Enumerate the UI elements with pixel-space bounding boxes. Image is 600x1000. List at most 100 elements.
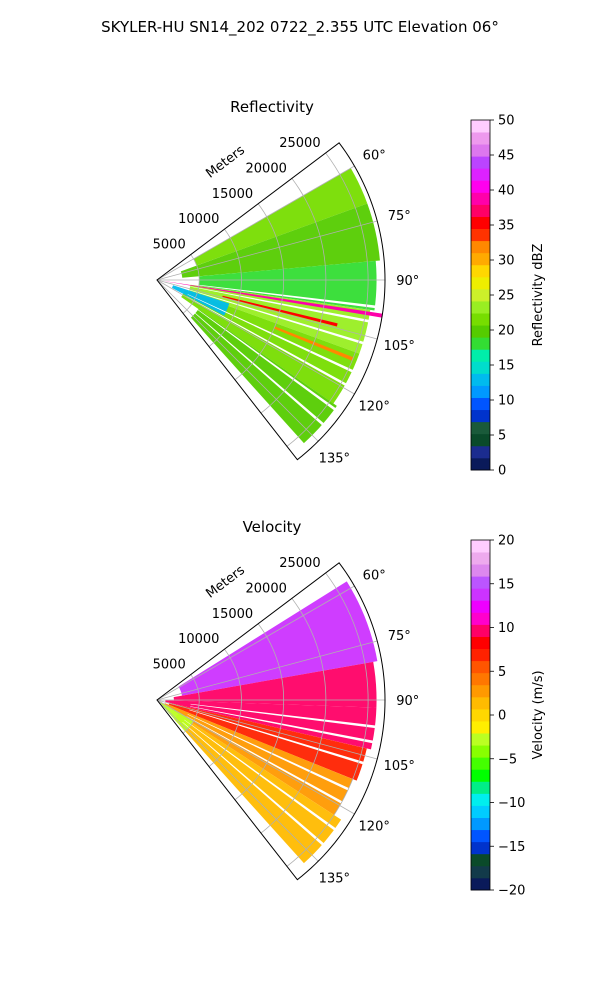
reflectivity-echo-sector-0 (193, 168, 368, 266)
reflectivity-colorbar-swatch (471, 325, 490, 338)
reflectivity-strong-ray-0 (165, 281, 383, 318)
reflectivity-title: Reflectivity (230, 98, 314, 116)
reflectivity-colorbar-swatch (471, 204, 490, 217)
velocity-azimuth-line-5 (156, 699, 319, 862)
velocity-azimuth-line-4 (156, 699, 355, 815)
velocity-colorbar-swatch (471, 636, 490, 650)
reflectivity-echo-sector-3 (188, 284, 371, 354)
velocity-colorbar-swatch (471, 877, 490, 891)
velocity-colorbar-tick-label: −5 (498, 752, 517, 767)
reflectivity-gap-ray-2 (189, 289, 376, 348)
velocity-title: Velocity (243, 518, 302, 536)
reflectivity-azimuth-line-3 (156, 279, 378, 340)
reflectivity-colorbar-swatch (471, 397, 490, 411)
reflectivity-colorbar-swatch (471, 349, 490, 362)
velocity-colorbar-swatch (471, 733, 490, 746)
reflectivity-range-tick-label: 5000 (153, 238, 186, 253)
reflectivity-azimuth-line-0 (156, 165, 355, 281)
velocity-colorbar-tick-label: −15 (498, 840, 525, 855)
reflectivity-colorbar-tick-label: 15 (498, 359, 515, 374)
velocity-azimuth-tick-label: 60° (363, 569, 386, 584)
reflectivity-colorbar-swatch (471, 216, 490, 230)
velocity-colorbar-swatch (471, 708, 490, 722)
velocity-colorbar: −20 −15 −10 −5 0 5 10 15 20 Velocity (m/s) (470, 534, 546, 899)
velocity-colorbar-swatch (471, 817, 490, 831)
reflectivity-azimuth-tick-label: 90° (396, 274, 419, 289)
reflectivity-echo-sector-5 (190, 309, 337, 444)
velocity-azimuth-line-3 (156, 699, 378, 760)
velocity-colorbar-tick-label: 5 (498, 665, 506, 680)
reflectivity-colorbar-tick-label: 25 (498, 289, 515, 304)
velocity-radial-axis-label: Meters (203, 563, 248, 602)
velocity-colorbar-tick-label: 10 (498, 621, 515, 636)
figure-title: SKYLER-HU SN14_202 0722_2.355 UTC Elevat… (101, 18, 499, 37)
reflectivity-colorbar-swatch (471, 313, 490, 326)
reflectivity-range-ring-2 (234, 203, 285, 381)
reflectivity-colorbar-tick-label: 45 (498, 149, 515, 164)
velocity-echo-sector-0 (178, 581, 378, 696)
velocity-colorbar-swatch (471, 612, 490, 625)
reflectivity-colorbar-tick-label: 0 (498, 464, 506, 479)
velocity-range-ring-1 (208, 648, 242, 767)
reflectivity-azimuth-tick-label: 135° (319, 451, 350, 466)
velocity-range-ring-0 (182, 674, 200, 734)
reflectivity-azimuth-line-4 (156, 279, 355, 395)
velocity-colorbar-swatch (471, 721, 490, 734)
velocity-range-tick-label: 5000 (153, 658, 186, 673)
reflectivity-panel: Reflectivity 5000 10000 15000 20000 25000 Mete… (153, 98, 546, 479)
velocity-colorbar-swatch (471, 648, 490, 662)
reflectivity-colorbar-swatch (471, 337, 490, 350)
velocity-colorbar-swatch (471, 540, 490, 553)
velocity-colorbar-swatch (471, 793, 490, 806)
reflectivity-colorbar: 0 5 10 15 20 25 30 35 40 45 50 Reflectivity dBZ (470, 114, 546, 479)
velocity-colorbar-swatch (471, 745, 490, 758)
reflectivity-colorbar-swatch (471, 192, 490, 205)
velocity-range-tick-label: 15000 (212, 607, 253, 622)
reflectivity-colorbar-tick-label: 5 (498, 429, 506, 444)
velocity-gap-ray-0 (190, 703, 384, 730)
velocity-colorbar-label: Velocity (m/s) (531, 670, 546, 759)
reflectivity-echo-sector-2 (198, 260, 377, 311)
velocity-colorbar-swatch (471, 564, 490, 577)
reflectivity-gap-ray-5 (184, 299, 343, 416)
reflectivity-range-ring-1 (208, 228, 242, 347)
reflectivity-colorbar-swatch (471, 361, 490, 374)
velocity-colorbar-swatch (471, 684, 490, 698)
velocity-colorbar-tick-label: −20 (498, 884, 525, 899)
reflectivity-azimuth-tick-label: 60° (363, 149, 386, 164)
velocity-colorbar-swatch (471, 624, 490, 637)
velocity-gap-ray-3 (187, 714, 365, 798)
reflectivity-gap-ray-3 (187, 294, 365, 378)
velocity-range-ring-2 (234, 623, 285, 801)
reflectivity-colorbar-swatch (471, 144, 490, 157)
velocity-colorbar-swatch (471, 600, 490, 613)
reflectivity-colorbar-tick-label: 30 (498, 254, 515, 269)
reflectivity-colorbar-swatch (471, 120, 490, 133)
reflectivity-range-tick-label: 15000 (212, 187, 253, 202)
reflectivity-colorbar-swatch (471, 132, 490, 145)
reflectivity-colorbar-swatch (471, 276, 490, 290)
velocity-colorbar-swatch (471, 588, 490, 601)
velocity-colorbar-swatch (471, 660, 490, 674)
reflectivity-echo-sector-1 (180, 203, 380, 278)
velocity-azimuth-tick-label: 90° (396, 694, 419, 709)
velocity-azimuth-tick-label: 105° (384, 759, 415, 774)
velocity-range-ring-4 (286, 572, 369, 867)
velocity-colorbar-tick-label: 15 (498, 577, 515, 592)
velocity-gap-ray-4 (186, 716, 358, 812)
reflectivity-range-tick-label: 20000 (246, 161, 287, 176)
reflectivity-colorbar-swatch (471, 433, 490, 447)
reflectivity-colorbar-swatch (471, 228, 490, 242)
velocity-colorbar-swatch (471, 805, 490, 818)
reflectivity-sector-frame (156, 142, 386, 461)
reflectivity-colorbar-swatch (471, 180, 490, 193)
reflectivity-azimuth-tick-label: 120° (359, 399, 390, 414)
reflectivity-colorbar-swatch (471, 409, 490, 423)
reflectivity-colorbar-label: Reflectivity dBZ (531, 244, 546, 347)
reflectivity-colorbar-swatch (471, 288, 490, 302)
velocity-gap-ray-1 (190, 706, 382, 745)
velocity-range-tick-label: 25000 (279, 556, 320, 571)
reflectivity-range-ring-0 (182, 254, 200, 314)
velocity-gap-ray-5 (184, 719, 343, 836)
